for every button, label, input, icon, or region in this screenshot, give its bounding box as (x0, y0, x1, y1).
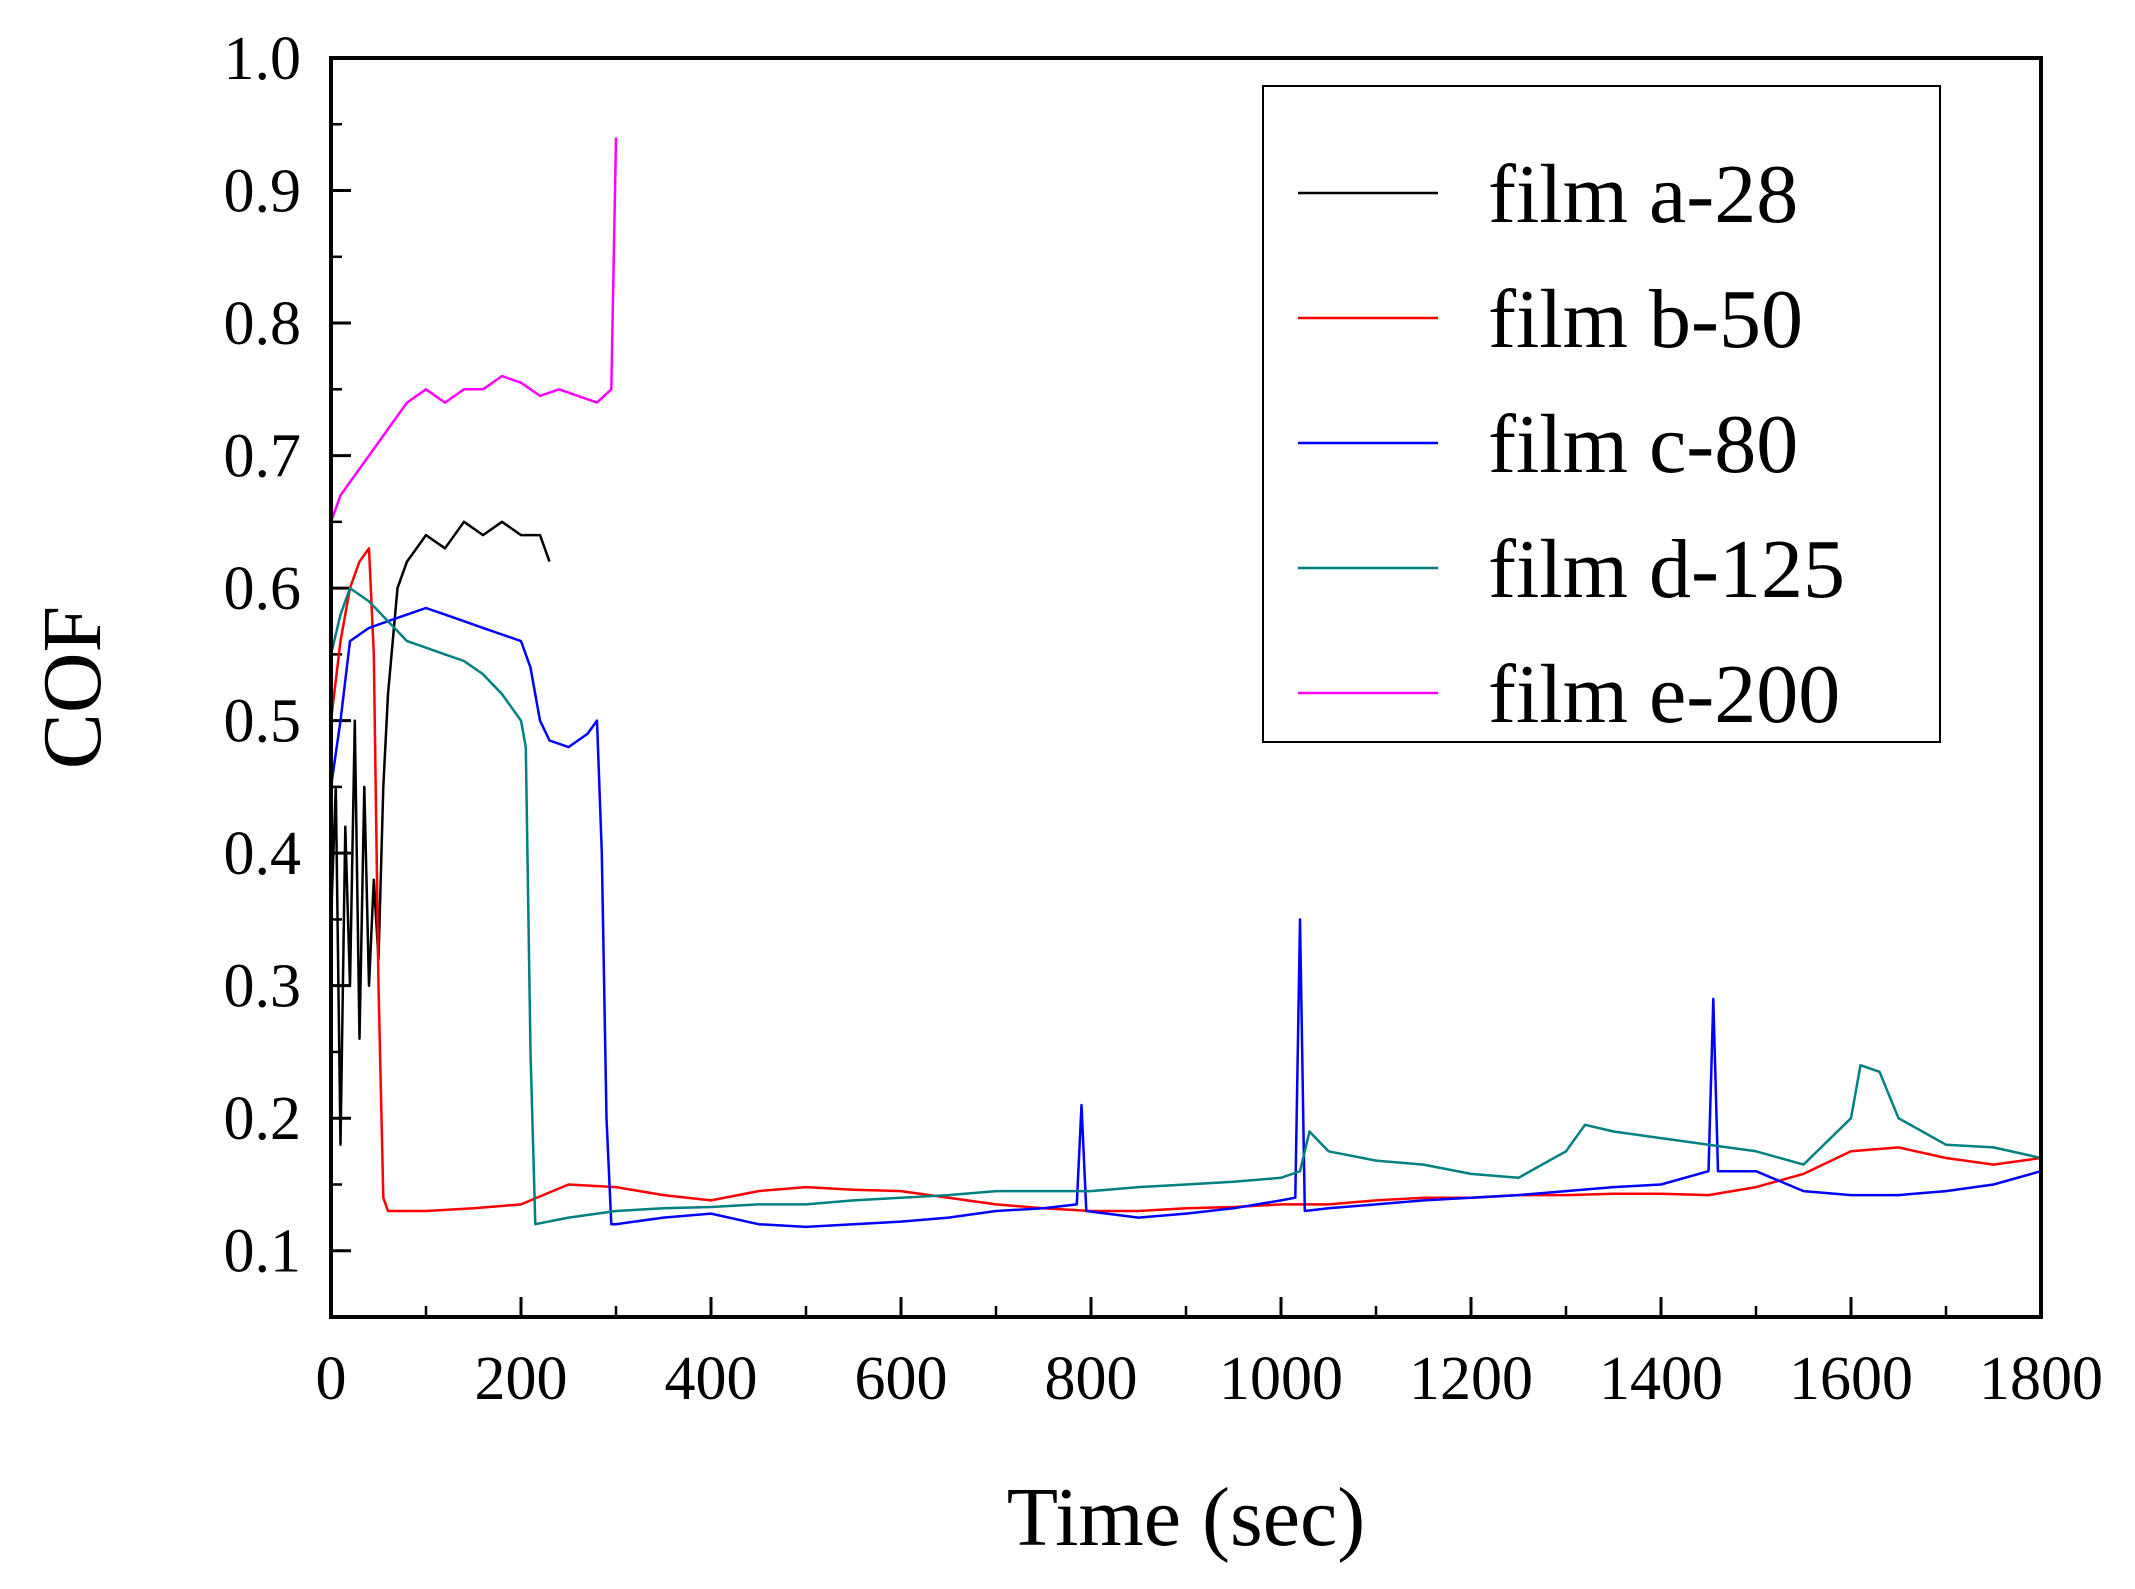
x-tick-label: 1600 (1789, 1345, 1913, 1413)
y-tick-label: 0.3 (224, 953, 302, 1021)
x-axis-ticks: 0 200 400 600 800 1000 1200 1400 1600 1800 (316, 1297, 2103, 1413)
x-tick-label: 1000 (1219, 1345, 1343, 1413)
y-tick-label: 0.2 (224, 1085, 302, 1153)
legend-box (1262, 85, 1941, 743)
y-tick-label: 1.0 (224, 25, 302, 93)
y-axis-title: COF (26, 606, 119, 769)
legend-label: film c-80 (1488, 398, 1798, 491)
series-line-4 (329, 586, 2042, 1226)
x-tick-label: 1800 (1979, 1345, 2103, 1413)
y-tick-label: 0.7 (224, 423, 302, 491)
series-line-3 (329, 606, 2042, 1229)
legend-label: film e-200 (1488, 648, 1840, 741)
legend-label: film d-125 (1488, 523, 1845, 616)
x-tick-label: 800 (1045, 1345, 1138, 1413)
y-tick-label: 0.4 (224, 820, 302, 888)
y-tick-label: 0.8 (224, 290, 302, 358)
x-tick-label: 0 (316, 1345, 347, 1413)
legend-label: film a-28 (1488, 148, 1798, 241)
plot-frame (329, 56, 2043, 1319)
y-tick-label: 0.6 (224, 555, 302, 623)
y-tick-label: 0.5 (224, 688, 302, 756)
y-tick-label: 0.9 (224, 158, 302, 226)
series-line-5 (329, 137, 618, 523)
legend: film a-28 film b-50 film c-80 film d-125 fil… (1262, 85, 1941, 743)
x-tick-label: 1200 (1409, 1345, 1533, 1413)
series-line-2 (329, 547, 2042, 1213)
y-tick-label: 0.1 (224, 1218, 302, 1286)
series-lines (329, 137, 2042, 1229)
x-tick-label: 400 (665, 1345, 758, 1413)
legend-label: film b-50 (1488, 273, 1803, 366)
x-axis-title: Time (sec) (1007, 1471, 1366, 1564)
x-tick-label: 200 (475, 1345, 568, 1413)
x-tick-label: 1400 (1599, 1345, 1723, 1413)
series-line-1 (329, 520, 551, 1146)
y-axis-ticks: 0.1 0.2 0.3 0.4 0.5 0.6 0.7 0.8 0.9 1.0 (224, 25, 351, 1286)
x-tick-label: 600 (855, 1345, 948, 1413)
